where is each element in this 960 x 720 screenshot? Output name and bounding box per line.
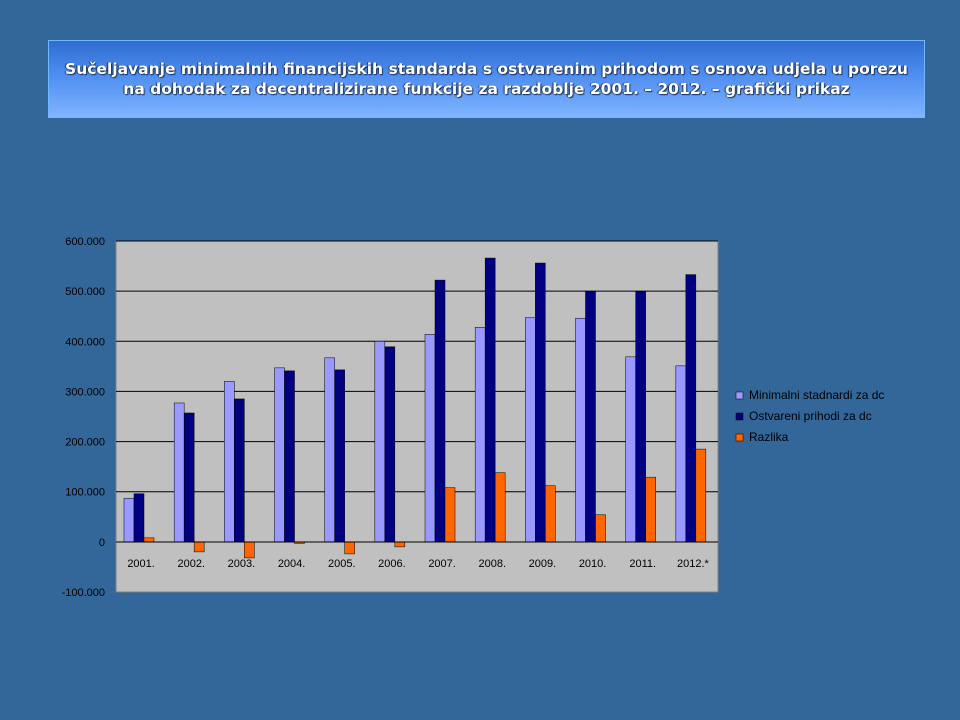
y-tick-label: 200.000 (65, 437, 105, 449)
bar-series-3 (193, 541, 205, 553)
bar-series-1 (173, 402, 185, 543)
y-tick-label: 300.000 (65, 386, 105, 398)
bar-series-2 (284, 370, 295, 543)
bar-series-3 (444, 487, 456, 543)
bar-series-1 (123, 497, 135, 543)
plot-area (115, 240, 719, 593)
legend-swatch (735, 391, 744, 400)
bar-series-3 (695, 448, 707, 543)
x-tick-label: 2004. (278, 558, 306, 570)
bar-series-2 (535, 262, 546, 543)
bar-series-1 (525, 317, 536, 543)
bar-series-2 (434, 279, 446, 543)
bar-series-3 (645, 476, 656, 543)
bar-series-3 (545, 485, 556, 543)
x-tick-label: 2006. (378, 558, 406, 570)
bar-series-1 (274, 367, 285, 543)
bar-series-1 (424, 334, 436, 543)
bar-series-3 (143, 537, 155, 543)
legend-label: Razlika (749, 430, 789, 444)
legend-label: Ostvareni prihodi za dc (749, 409, 872, 423)
y-tick-label: 600.000 (65, 236, 105, 248)
bar-series-1 (575, 317, 586, 543)
legend-swatch (735, 433, 744, 442)
bar-series-1 (625, 356, 636, 543)
y-tick-label: 100.000 (65, 487, 105, 499)
x-tick-label: 2012.* (677, 558, 710, 570)
x-tick-label: 2009. (529, 558, 557, 570)
bar-series-1 (324, 357, 335, 543)
y-tick-label: 0 (99, 537, 105, 549)
bar-series-2 (183, 412, 195, 543)
bar-series-2 (384, 346, 396, 543)
bar-series-2 (585, 291, 596, 543)
bar-series-1 (474, 326, 486, 543)
bar-series-3 (595, 514, 606, 543)
x-tick-label: 2011. (629, 558, 656, 570)
bar-series-2 (635, 291, 646, 543)
bar-series-2 (234, 398, 245, 543)
y-tick-label: -100.000 (62, 587, 105, 599)
x-tick-label: 2003. (228, 558, 256, 570)
legend-label: Minimalni stadnardi za dc (749, 388, 884, 402)
x-tick-label: 2010. (579, 558, 607, 570)
x-tick-label: 2005. (328, 558, 356, 570)
bar-series-2 (484, 257, 496, 543)
bar-series-3 (244, 541, 255, 559)
legend-swatch (735, 412, 744, 421)
x-tick-label: 2001. (127, 558, 155, 570)
slide-title: Sučeljavanje minimalnih financijskih sta… (65, 60, 908, 98)
bar-series-3 (394, 541, 406, 548)
bar-series-1 (374, 341, 386, 543)
bar-series-1 (224, 381, 235, 543)
title-box: Sučeljavanje minimalnih financijskih sta… (48, 40, 925, 118)
x-tick-label: 2007. (428, 558, 456, 570)
y-tick-label: 400.000 (65, 336, 105, 348)
x-tick-label: 2008. (478, 558, 506, 570)
bar-series-2 (334, 369, 345, 543)
y-tick-label: 500.000 (65, 286, 105, 298)
bar-series-3 (344, 541, 355, 555)
bar-series-2 (685, 274, 697, 543)
x-tick-label: 2002. (177, 558, 205, 570)
bar-series-3 (494, 472, 506, 543)
bar-series-1 (675, 365, 687, 543)
bar-series-2 (133, 493, 145, 543)
